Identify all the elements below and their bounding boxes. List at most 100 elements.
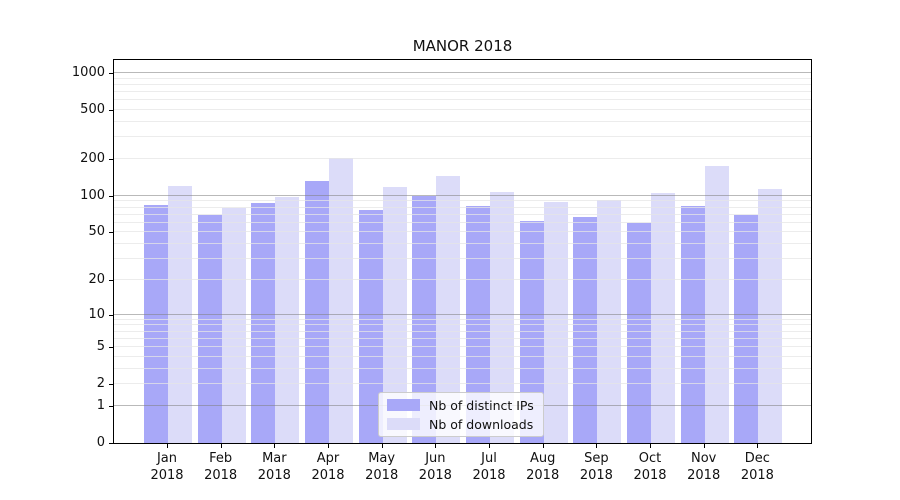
x-tick-label: Jun 2018 xyxy=(403,451,467,484)
bar-distinct-ips xyxy=(627,222,652,443)
bar-downloads xyxy=(168,186,192,443)
bar-downloads xyxy=(597,199,622,443)
grid-line-minor xyxy=(114,200,811,202)
x-tick-label-line: 2018 xyxy=(311,467,345,483)
bar-distinct-ips xyxy=(197,214,222,443)
x-tick-label-line: 2018 xyxy=(418,467,452,483)
x-tick xyxy=(489,444,491,448)
bar-downloads xyxy=(704,165,729,443)
legend-label: Nb of distinct IPs xyxy=(429,397,534,413)
grid-line-major xyxy=(114,194,811,196)
bar-downloads xyxy=(329,157,353,443)
grid-line-minor xyxy=(114,136,811,138)
y-tick xyxy=(109,347,113,349)
y-tick xyxy=(109,384,113,386)
y-tick xyxy=(109,72,113,74)
x-tick-label-line: Apr xyxy=(316,451,340,466)
y-tick-label: 20 xyxy=(88,271,105,287)
y-tick xyxy=(109,279,113,281)
y-tick-label: 0 xyxy=(96,435,105,450)
x-tick xyxy=(650,444,652,448)
grid-line-minor xyxy=(114,109,811,111)
bar-downloads xyxy=(543,202,568,443)
bar-distinct-ips xyxy=(144,205,168,443)
grid-line-minor xyxy=(114,383,811,385)
y-tick xyxy=(109,158,113,160)
y-tick-label: 200 xyxy=(80,150,105,166)
y-tick-label: 10 xyxy=(88,306,105,322)
grid-line-minor xyxy=(114,367,811,369)
bar-downloads xyxy=(221,207,246,443)
x-tick xyxy=(328,444,329,448)
bar-downloads xyxy=(275,196,300,443)
x-tick-label: May 2018 xyxy=(350,451,414,484)
legend-item: Nb of distinct IPs xyxy=(387,398,535,413)
grid-line-minor xyxy=(114,157,811,159)
x-tick-label: Dec 2018 xyxy=(725,451,789,484)
grid-line-minor xyxy=(114,213,811,215)
x-tick xyxy=(542,444,544,448)
grid-line-minor xyxy=(114,355,811,357)
grid-line-minor xyxy=(114,243,811,245)
x-tick-label-line: 2018 xyxy=(740,467,774,483)
grid-line-minor xyxy=(114,120,811,122)
x-tick xyxy=(220,444,222,448)
x-tick-label-line: Nov xyxy=(691,451,717,466)
x-tick xyxy=(381,444,383,448)
grid-line-minor xyxy=(114,324,811,326)
x-tick-label: Feb 2018 xyxy=(189,451,253,484)
x-tick xyxy=(703,444,705,448)
x-tick-label-line: May xyxy=(368,451,396,466)
grid-line-minor xyxy=(114,206,811,208)
bar-distinct-ips xyxy=(734,214,759,443)
grid-line-minor xyxy=(114,346,811,348)
x-tick-label-line: 2018 xyxy=(687,467,721,483)
y-tick xyxy=(109,314,113,316)
x-tick xyxy=(167,444,168,448)
y-tick-label: 50 xyxy=(88,224,105,240)
x-tick xyxy=(757,444,759,448)
plot-area xyxy=(113,59,812,444)
y-tick xyxy=(109,195,113,197)
x-tick-label-line: 2018 xyxy=(526,467,560,483)
grid-line-major xyxy=(114,72,811,73)
x-tick-label-line: Dec xyxy=(744,451,770,466)
x-tick-label: Aug 2018 xyxy=(511,451,575,484)
x-tick-label: Oct 2018 xyxy=(618,451,682,484)
legend-swatch xyxy=(387,399,420,411)
legend-item: Nb of downloads xyxy=(387,417,535,432)
y-tick xyxy=(109,405,113,407)
y-tick-label: 500 xyxy=(80,102,105,118)
x-tick-label-line: 2018 xyxy=(365,467,399,483)
x-tick-label-line: Jan xyxy=(156,451,178,466)
x-tick-label: Sep 2018 xyxy=(564,451,628,484)
x-tick-label-line: 2018 xyxy=(257,467,291,483)
y-tick xyxy=(109,110,113,112)
x-tick-label-line: Mar xyxy=(262,451,287,466)
y-tick-label: 100 xyxy=(80,187,105,203)
grid-line-major xyxy=(114,313,811,315)
x-tick-label-line: 2018 xyxy=(579,467,613,483)
grid-line-minor xyxy=(114,231,811,233)
x-tick-label: Nov 2018 xyxy=(672,451,736,484)
x-tick-label-line: Feb xyxy=(209,451,233,466)
grid-line-minor xyxy=(114,330,811,332)
bar-distinct-ips xyxy=(251,202,276,443)
x-tick-label-line: 2018 xyxy=(204,467,238,483)
x-tick-label: Jul 2018 xyxy=(457,451,521,484)
grid-line-minor xyxy=(114,77,811,79)
grid-line-minor xyxy=(114,91,811,93)
x-tick-label-line: Oct xyxy=(638,451,662,466)
x-tick xyxy=(274,444,276,448)
grid-line-minor xyxy=(114,258,811,260)
grid-line-minor xyxy=(114,278,811,280)
grid-line-minor xyxy=(114,318,811,320)
grid-line-minor xyxy=(114,99,811,101)
grid-line-minor xyxy=(114,337,811,339)
x-tick-label-line: Jul xyxy=(481,451,497,466)
y-tick-label: 1 xyxy=(96,397,105,413)
x-tick xyxy=(596,444,598,448)
bar-downloads xyxy=(651,193,676,443)
y-tick xyxy=(109,232,113,234)
